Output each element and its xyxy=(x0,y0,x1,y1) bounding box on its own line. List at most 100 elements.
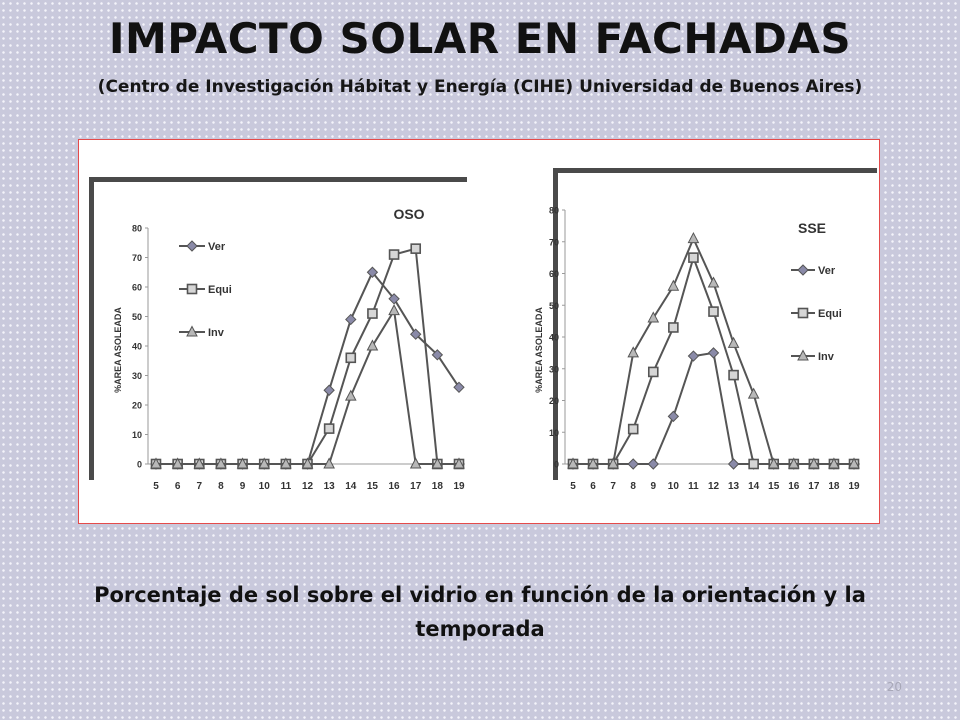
chart1-legend-equi-marker xyxy=(797,307,809,319)
chart0-series-equi-line xyxy=(156,247,459,465)
chart1-series-equi-point xyxy=(627,423,639,435)
chart0-series-inv-point xyxy=(258,457,271,469)
chart1-legend-ver-marker xyxy=(797,264,809,276)
chart0-frame-left xyxy=(89,177,94,480)
chart0-series-inv-point xyxy=(236,457,249,469)
chart0-series-inv-point xyxy=(388,304,400,316)
chart0-x-tick-label: 13 xyxy=(324,481,336,492)
chart0-y-tick-label: 30 xyxy=(132,371,142,381)
chart1-x-tick-label: 17 xyxy=(808,481,820,492)
chart1-series-equi-point xyxy=(688,252,699,263)
chart0-series-ver-point xyxy=(345,313,357,326)
chart0-series-inv-point xyxy=(366,339,379,351)
chart1-series-inv-point xyxy=(828,457,840,469)
chart1-x-tick-label: 10 xyxy=(668,481,680,492)
chart1-series-inv-point xyxy=(687,232,700,244)
chart1-x-tick-label: 8 xyxy=(630,481,636,492)
chart0-series-inv-point xyxy=(431,457,444,469)
chart0-series-ver-point xyxy=(323,384,335,396)
chart0-title: OSO xyxy=(393,206,424,222)
chart1-legend-equi-label: Equi xyxy=(818,308,842,320)
chart0-x-tick-label: 9 xyxy=(240,481,246,492)
chart1-series-inv-point xyxy=(767,457,780,469)
chart0-x-tick-label: 5 xyxy=(153,481,159,492)
chart0-x-tick-label: 11 xyxy=(281,481,292,492)
chart0-series-ver-line xyxy=(156,270,460,465)
chart0-x-tick-label: 12 xyxy=(302,481,314,492)
chart1-series-inv-point xyxy=(607,457,619,469)
chart1-series-inv-point xyxy=(787,457,800,469)
chart0-series-inv-point xyxy=(193,457,206,469)
chart1-x-tick-label: 11 xyxy=(688,481,699,492)
chart0-series-inv-point xyxy=(344,389,357,401)
chart1-series-inv-point xyxy=(567,457,579,469)
chart0-y-tick-label: 0 xyxy=(137,460,142,470)
chart0-y-tick-label: 70 xyxy=(132,253,142,263)
chart-figure: 0 10 20 30 40 50 60 70 80 5 6 7 8 9 10 11 12 13 14 15 16 17 18… xyxy=(78,139,880,524)
chart1-x-tick-label: 14 xyxy=(748,481,760,492)
chart0-series-equi-point xyxy=(367,308,378,319)
chart1-y-tick-label: 60 xyxy=(549,269,559,279)
chart1-legend-inv-marker xyxy=(797,349,809,361)
chart0-legend-equi-label: Equi xyxy=(208,284,232,296)
chart0-series-equi-point xyxy=(323,423,335,434)
chart1-series-inv-point xyxy=(848,457,860,469)
chart0-series-ver-point xyxy=(431,349,444,361)
chart1-x-tick-label: 9 xyxy=(651,481,657,492)
chart1-series-ver-point xyxy=(627,458,639,470)
chart0-y-tick-label: 50 xyxy=(132,312,142,322)
chart1-series-equi-point xyxy=(668,322,679,333)
chart1-series-equi-point xyxy=(748,458,759,470)
chart1-y-tick-label: 30 xyxy=(549,364,559,374)
chart1-y-tick-label: 80 xyxy=(549,206,559,216)
chart1-ylabel: %AREA ASOLEADA xyxy=(534,307,544,393)
chart1-y-tick-label: 0 xyxy=(554,460,559,470)
chart1-series-inv-point xyxy=(747,387,760,399)
chart0-series-inv-point xyxy=(409,457,422,469)
chart1-y-tick-label: 20 xyxy=(549,396,559,406)
chart1-series-inv-point xyxy=(627,346,640,358)
chart1-series-inv-point xyxy=(808,457,820,469)
chart0-x-tick-label: 7 xyxy=(197,481,203,492)
chart0-legend-ver-marker xyxy=(186,240,198,252)
chart1-series-inv-point xyxy=(667,279,680,291)
chart1-series-ver-point xyxy=(727,458,740,470)
chart0-y-tick-label: 80 xyxy=(132,224,142,234)
chart1-series-ver-point xyxy=(707,347,720,359)
chart1-series-ver-point xyxy=(687,350,700,362)
chart1-frame-left xyxy=(553,168,558,480)
chart0-x-tick-label: 16 xyxy=(389,481,401,492)
chart0-series-inv-point xyxy=(301,457,314,469)
chart1-legend-inv-label: Inv xyxy=(818,351,835,363)
chart1-x-tick-label: 6 xyxy=(590,481,596,492)
chart1-series-equi-point xyxy=(708,306,719,317)
chart0-series-inv-point xyxy=(280,457,292,469)
chart1-title: SSE xyxy=(798,220,826,236)
chart0-legend-equi-marker xyxy=(186,283,198,295)
slide-caption: Porcentaje de sol sobre el vidrio en fun… xyxy=(94,583,866,641)
chart0-series-inv-point xyxy=(453,457,465,469)
chart0-series-inv-point xyxy=(171,457,184,469)
chart1-series-ver-point xyxy=(667,410,680,423)
chart1-y-tick-label: 10 xyxy=(549,428,559,438)
chart0-series-inv-point xyxy=(150,457,162,469)
chart0-series-ver-point xyxy=(453,381,465,394)
chart0-series-ver-point xyxy=(388,293,400,305)
chart1-series-equi-point xyxy=(647,366,659,378)
chart0-x-tick-label: 18 xyxy=(432,481,444,492)
page-number: 20 xyxy=(886,680,902,694)
chart0-y-tick-label: 40 xyxy=(132,342,142,352)
chart1-series-inv-point xyxy=(707,276,720,288)
chart0-series-inv-point xyxy=(323,457,335,469)
chart1-series-inv-point xyxy=(647,311,660,323)
chart1-x-tick-label: 5 xyxy=(570,481,576,492)
slide-subtitle: (Centro de Investigación Hábitat y Energ… xyxy=(97,77,863,97)
chart0-y-tick-label: 10 xyxy=(132,430,142,440)
chart1-series-ver-point xyxy=(647,458,659,470)
chart1-series-inv-point xyxy=(727,336,740,348)
chart1-series-equi-point xyxy=(728,369,739,381)
chart1-x-tick-label: 15 xyxy=(768,481,780,492)
chart0-x-tick-label: 19 xyxy=(453,481,465,492)
chart0-series-ver-point xyxy=(366,266,379,278)
